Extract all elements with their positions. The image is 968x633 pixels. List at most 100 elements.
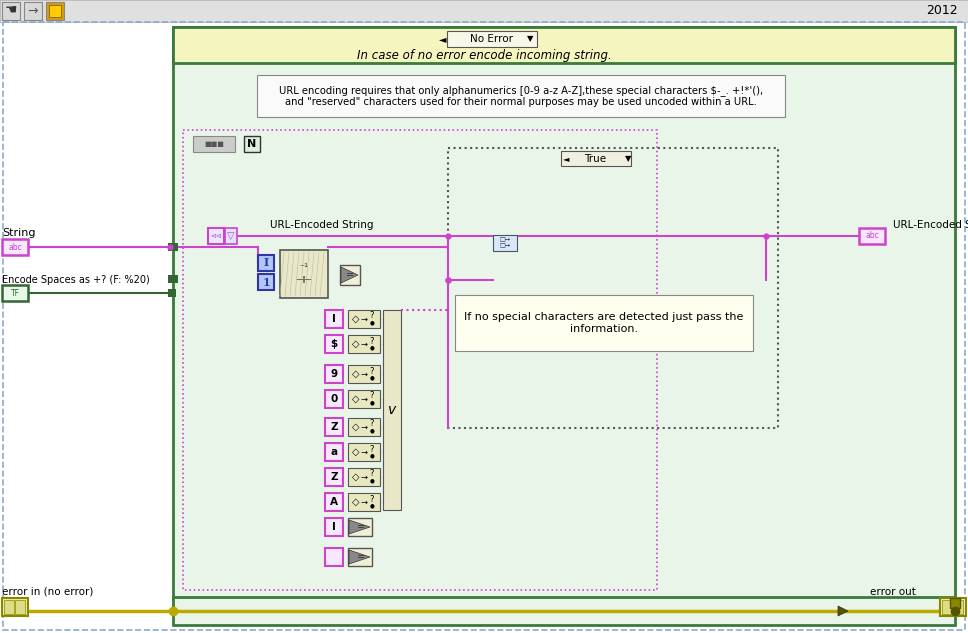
Text: 2012: 2012 bbox=[926, 4, 958, 18]
Text: Encode Spaces as +? (F: %20): Encode Spaces as +? (F: %20) bbox=[2, 275, 150, 285]
Text: ?: ? bbox=[370, 337, 375, 346]
Bar bbox=[24, 2, 42, 20]
Text: Z: Z bbox=[330, 472, 338, 482]
Bar bbox=[942, 600, 952, 614]
Bar bbox=[168, 275, 178, 283]
Text: ◇: ◇ bbox=[352, 339, 360, 349]
Bar bbox=[4, 600, 14, 614]
Text: ●: ● bbox=[370, 346, 375, 351]
Bar bbox=[348, 310, 380, 328]
Bar bbox=[15, 600, 25, 614]
Bar bbox=[325, 335, 343, 353]
Text: ●: ● bbox=[370, 320, 375, 325]
Text: ◇: ◇ bbox=[352, 472, 360, 482]
Text: →: → bbox=[360, 422, 368, 432]
Bar bbox=[2, 285, 28, 301]
Bar bbox=[859, 228, 885, 244]
Text: ●: ● bbox=[370, 503, 375, 508]
Text: String: String bbox=[2, 228, 36, 238]
Text: →: → bbox=[360, 498, 368, 506]
Bar bbox=[340, 265, 360, 285]
Bar bbox=[280, 250, 328, 298]
Text: ■■■: ■■■ bbox=[204, 141, 224, 147]
Bar bbox=[325, 310, 343, 328]
Text: ◄: ◄ bbox=[439, 34, 447, 44]
Text: True: True bbox=[584, 154, 606, 164]
Bar bbox=[325, 468, 343, 486]
Text: N: N bbox=[248, 139, 257, 149]
Text: ◄: ◄ bbox=[563, 154, 569, 163]
Text: ☚: ☚ bbox=[5, 4, 17, 18]
Bar bbox=[325, 418, 343, 436]
Bar bbox=[348, 443, 380, 461]
Text: ●: ● bbox=[370, 479, 375, 484]
Bar bbox=[173, 27, 955, 600]
Bar bbox=[2, 598, 28, 616]
Text: ◇: ◇ bbox=[352, 369, 360, 379]
Text: ▼: ▼ bbox=[624, 154, 631, 163]
Text: If no special characters are detected just pass the
information.: If no special characters are detected ju… bbox=[465, 312, 743, 334]
Bar bbox=[348, 518, 372, 536]
Text: ⊲⊲: ⊲⊲ bbox=[210, 233, 222, 239]
Text: No Error: No Error bbox=[470, 34, 513, 44]
Bar bbox=[244, 136, 260, 152]
Bar bbox=[348, 335, 380, 353]
Text: →: → bbox=[360, 394, 368, 403]
Bar bbox=[940, 598, 966, 616]
Bar bbox=[950, 598, 960, 608]
Bar bbox=[325, 443, 343, 461]
Text: 0: 0 bbox=[330, 394, 338, 404]
Text: I: I bbox=[332, 314, 336, 324]
Bar bbox=[348, 390, 380, 408]
Text: $: $ bbox=[330, 339, 338, 349]
Text: ?: ? bbox=[370, 311, 375, 320]
Bar bbox=[258, 255, 274, 271]
Text: a: a bbox=[330, 447, 338, 457]
Text: 9: 9 bbox=[330, 369, 338, 379]
Text: ●: ● bbox=[370, 453, 375, 458]
Bar bbox=[0, 0, 968, 22]
Bar bbox=[348, 493, 380, 511]
Bar bbox=[168, 243, 178, 251]
Bar bbox=[348, 548, 372, 566]
Bar bbox=[325, 548, 343, 566]
Bar bbox=[225, 228, 237, 244]
Text: ?: ? bbox=[370, 470, 375, 479]
Bar bbox=[173, 27, 955, 63]
Text: v: v bbox=[388, 403, 396, 417]
Bar bbox=[208, 228, 224, 244]
Polygon shape bbox=[349, 550, 370, 564]
Bar bbox=[325, 390, 343, 408]
Polygon shape bbox=[341, 267, 358, 283]
Text: URL-Encoded String: URL-Encoded String bbox=[270, 220, 374, 230]
Text: I: I bbox=[332, 522, 336, 532]
Text: ?: ? bbox=[370, 444, 375, 453]
Text: In case of no error encode incoming string.: In case of no error encode incoming stri… bbox=[356, 49, 612, 61]
Text: ●: ● bbox=[370, 429, 375, 434]
Bar bbox=[183, 130, 657, 590]
Text: →: → bbox=[360, 315, 368, 323]
Text: error out: error out bbox=[870, 587, 916, 597]
Text: ◇: ◇ bbox=[352, 447, 360, 457]
Text: ?: ? bbox=[370, 420, 375, 429]
Bar bbox=[325, 518, 343, 536]
Bar bbox=[49, 5, 61, 17]
Text: →: → bbox=[360, 339, 368, 349]
Text: I: I bbox=[263, 258, 269, 268]
Text: =: = bbox=[346, 270, 354, 280]
Bar bbox=[447, 31, 537, 47]
Bar bbox=[257, 75, 785, 117]
Text: ●: ● bbox=[370, 401, 375, 406]
Bar bbox=[168, 289, 176, 297]
Text: →: → bbox=[360, 448, 368, 456]
Text: →: → bbox=[360, 472, 368, 482]
Bar bbox=[383, 310, 401, 510]
Text: ◇: ◇ bbox=[352, 497, 360, 507]
Text: =: = bbox=[357, 522, 365, 532]
Bar bbox=[448, 148, 778, 428]
Bar bbox=[348, 468, 380, 486]
Bar bbox=[493, 235, 517, 251]
Bar bbox=[455, 295, 753, 351]
Text: abc: abc bbox=[8, 242, 22, 251]
Text: ◇: ◇ bbox=[352, 422, 360, 432]
